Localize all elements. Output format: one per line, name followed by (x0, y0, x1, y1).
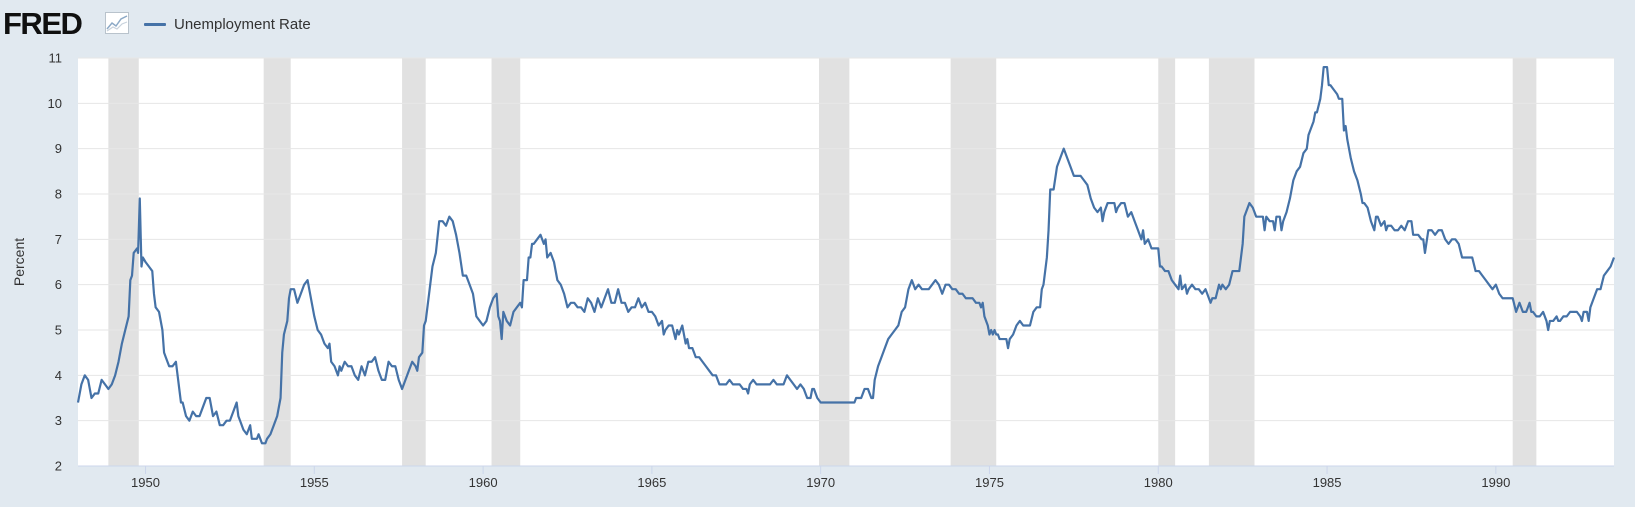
y-tick-label-3: 3 (55, 413, 62, 428)
y-tick-label-5: 5 (55, 323, 62, 338)
x-tick-label-1950: 1950 (131, 475, 160, 490)
y-tick-label-10: 10 (48, 96, 62, 111)
series-line-unemployment-rate[interactable] (76, 65, 1616, 445)
y-tick-label-2: 2 (55, 459, 62, 474)
y-tick-label-9: 9 (55, 141, 62, 156)
fred-graph-icon (105, 12, 129, 34)
recession-band-7 (1158, 58, 1176, 466)
y-tick-label-8: 8 (55, 187, 62, 202)
recession-shading-layer (108, 58, 1537, 466)
recession-band-9 (1512, 58, 1537, 466)
x-tick-label-1965: 1965 (637, 475, 666, 490)
recession-band-2 (263, 58, 291, 466)
x-tick-label-1955: 1955 (300, 475, 329, 490)
fred-logo[interactable]: FRED (3, 6, 83, 41)
recession-band-6 (950, 58, 997, 466)
recession-band-8 (1208, 58, 1255, 466)
recession-band-3 (402, 58, 426, 466)
y-tick-label-11: 11 (49, 51, 63, 66)
x-tick-label-1990: 1990 (1481, 475, 1510, 490)
legend-series-label: Unemployment Rate (174, 15, 311, 33)
recession-band-1 (108, 58, 139, 466)
recession-band-4 (491, 58, 521, 466)
x-tick-label-1980: 1980 (1144, 475, 1173, 490)
y-axis-ticks: 2 3 4 5 6 7 8 9 10 11 (48, 51, 62, 474)
legend-swatch (144, 22, 166, 26)
y-tick-label-6: 6 (55, 277, 62, 292)
x-tick-label-1970: 1970 (806, 475, 835, 490)
recession-band-5 (818, 58, 850, 466)
chart-legend[interactable]: Unemployment Rate (144, 12, 311, 36)
y-axis-title: Percent (11, 238, 27, 286)
y-tick-label-4: 4 (55, 368, 62, 383)
y-tick-label-7: 7 (55, 232, 62, 247)
x-axis-ticks: 1950 1955 1960 1965 1970 1975 1980 1985 1990 (131, 466, 1510, 490)
x-tick-label-1985: 1985 (1313, 475, 1342, 490)
x-tick-label-1960: 1960 (469, 475, 498, 490)
chart-header: FRED Unemployment Rate (0, 0, 1635, 48)
x-tick-label-1975: 1975 (975, 475, 1004, 490)
